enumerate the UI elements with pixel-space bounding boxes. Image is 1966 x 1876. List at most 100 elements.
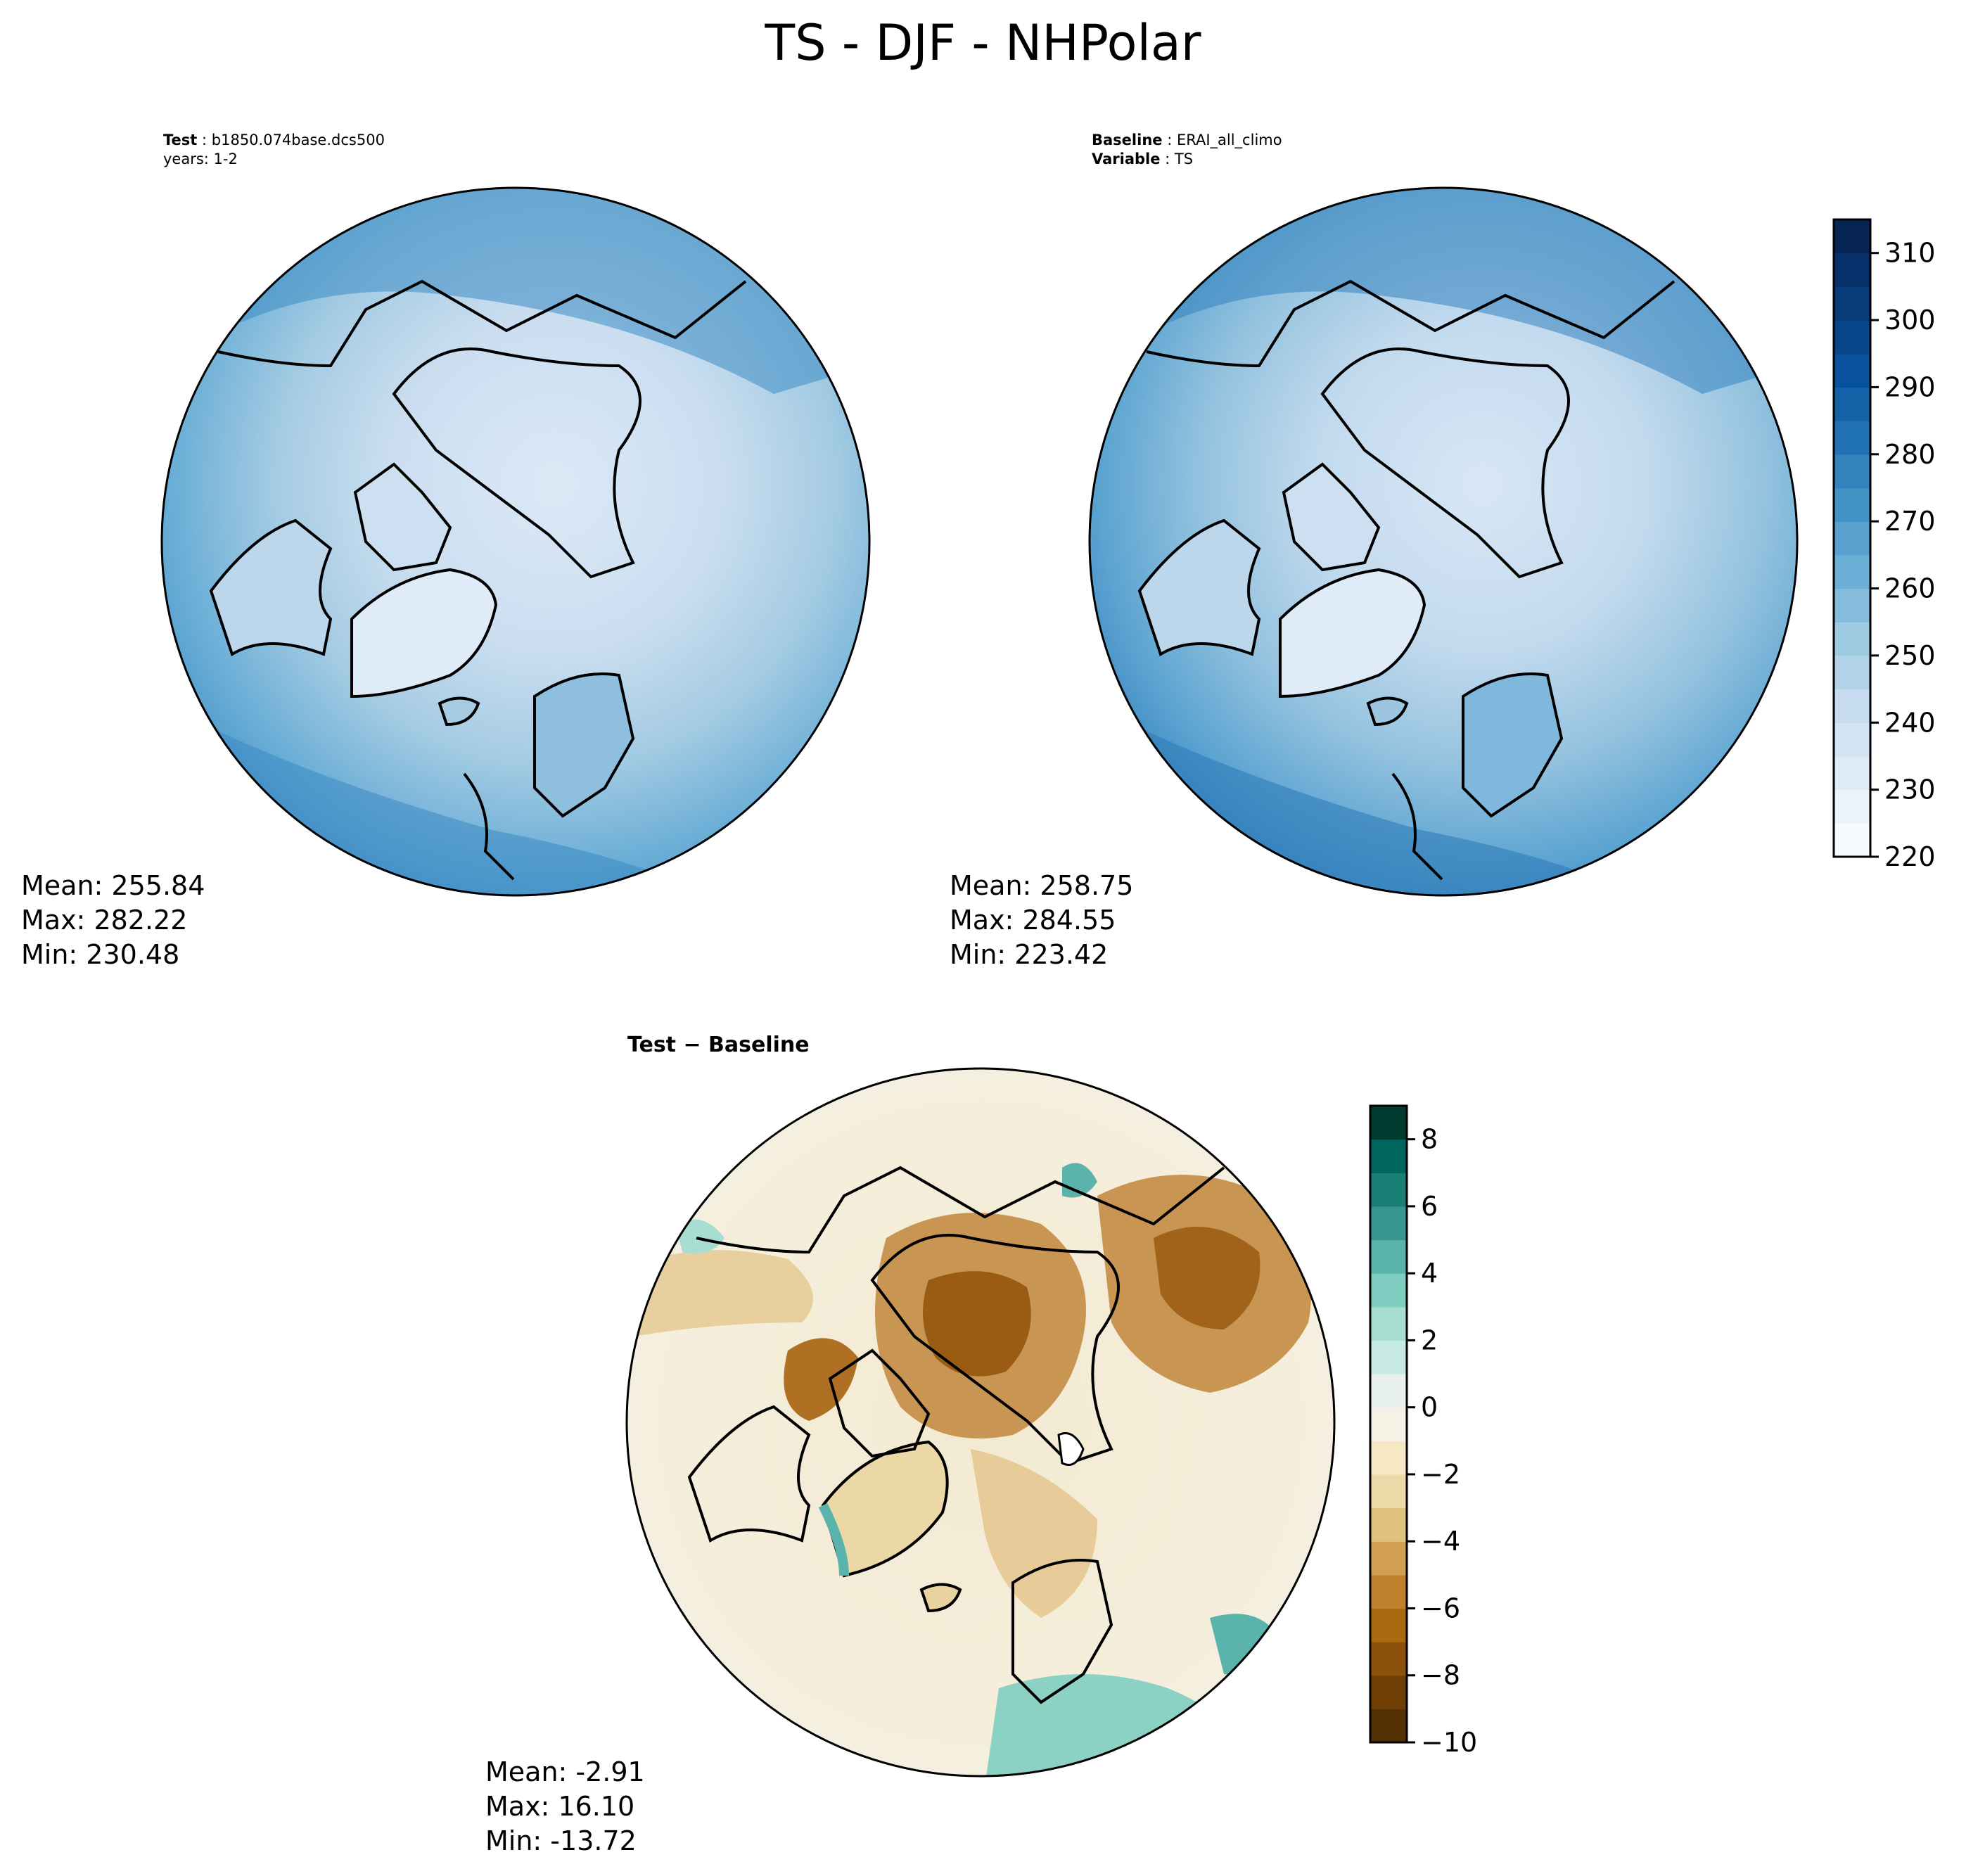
- main-colorbar-segment: [1834, 655, 1870, 690]
- main-colorbar-segment: [1834, 823, 1870, 857]
- main-colorbar-segment: [1834, 421, 1870, 455]
- main-colorbar-tick-label: 240: [1884, 707, 1936, 738]
- diff-arctic-core: [923, 1271, 1031, 1377]
- baseline-uk-coast: [1391, 772, 1443, 881]
- main-colorbar-segment: [1834, 286, 1870, 321]
- baseline-min: Min: 223.42: [950, 939, 1109, 970]
- difference-mean: Mean: -2.91: [485, 1756, 645, 1787]
- main-colorbar-segment: [1834, 689, 1870, 723]
- test-greenland: [350, 568, 498, 698]
- difference-colorbar: 8 6 4 2 0 −2 −4 −6 −8 −10: [1369, 1104, 1477, 1758]
- diff-novaya-zemlya-max: [1057, 1432, 1085, 1466]
- main-colorbar-segment: [1834, 219, 1870, 254]
- main-colorbar-segment: [1834, 353, 1870, 388]
- main-colorbar-tick-label: 280: [1884, 439, 1936, 470]
- difference-colorbar-segment: [1370, 1407, 1407, 1441]
- difference-colorbar-segment: [1370, 1306, 1407, 1341]
- diff-siberia-coast: [870, 1234, 1120, 1465]
- difference-colorbar-segment: [1370, 1507, 1407, 1542]
- baseline-greenland: [1279, 568, 1426, 698]
- main-colorbar-border: [1832, 218, 1872, 858]
- difference-min: Min: -13.72: [485, 1825, 637, 1856]
- test-label: Test: [163, 132, 198, 148]
- difference-colorbar-segment: [1370, 1474, 1407, 1509]
- test-uk-coast: [463, 772, 515, 881]
- difference-colorbar-segment: [1370, 1441, 1407, 1475]
- main-colorbar-tick-label: 270: [1884, 506, 1936, 537]
- test-header-line1: Test : b1850.074base.dcs500: [163, 132, 385, 148]
- baseline-label: Baseline: [1092, 132, 1163, 148]
- baseline-max: Max: 284.55: [950, 905, 1116, 936]
- diff-iceland: [919, 1583, 962, 1613]
- main-colorbar-segment: [1834, 588, 1870, 623]
- diff-north-america-coast: [687, 1405, 811, 1543]
- baseline-north-america: [1137, 518, 1261, 656]
- main-colorbar-segment: [1834, 554, 1870, 589]
- diff-pacific-coast: [696, 1166, 1225, 1254]
- difference-colorbar-segment: [1370, 1374, 1407, 1408]
- main-colorbar-tick-label: 250: [1884, 640, 1936, 671]
- diff-siberia-core: [1154, 1227, 1260, 1329]
- main-colorbar-segment: [1834, 789, 1870, 824]
- baseline-stats: Mean: 258.75 Max: 284.55 Min: 223.42: [950, 869, 1133, 972]
- difference-colorbar-border: [1369, 1104, 1408, 1744]
- test-min: Min: 230.48: [21, 939, 180, 970]
- baseline-header-line1: Baseline : ERAI_all_climo: [1092, 132, 1282, 148]
- main-colorbar-segment: [1834, 521, 1870, 556]
- difference-colorbar-tick-label: 4: [1421, 1258, 1438, 1289]
- test-pacific-coast: [217, 279, 747, 368]
- difference-colorbar-tick-label: 8: [1421, 1124, 1438, 1155]
- difference-title: Test − Baseline: [627, 1033, 810, 1057]
- main-colorbar-tick-label: 260: [1884, 573, 1936, 604]
- baseline-header-line2: Variable : TS: [1092, 151, 1194, 167]
- figure-title: TS - DJF - NHPolar: [765, 14, 1201, 72]
- difference-colorbar-segment: [1370, 1608, 1407, 1642]
- main-colorbar-segment: [1834, 487, 1870, 522]
- diff-pacific-tan: [633, 1250, 813, 1336]
- difference-colorbar-tick-label: −2: [1421, 1459, 1460, 1490]
- difference-colorbar-tick-label: 2: [1421, 1325, 1438, 1355]
- difference-colorbar-segment: [1370, 1574, 1407, 1609]
- main-colorbar-tick-label: 230: [1884, 774, 1936, 805]
- main-colorbar-segment: [1834, 454, 1870, 489]
- baseline-pacific-coast: [1146, 279, 1675, 368]
- difference-colorbar-segment: [1370, 1642, 1407, 1676]
- difference-colorbar-tick-label: −4: [1421, 1526, 1460, 1557]
- difference-colorbar-segment: [1370, 1239, 1407, 1274]
- difference-colorbar-tick-label: 0: [1421, 1392, 1438, 1423]
- difference-colorbar-segment: [1370, 1675, 1407, 1709]
- main-colorbar-tick-label: 290: [1884, 371, 1936, 402]
- difference-colorbar-tick-label: −10: [1421, 1727, 1477, 1758]
- diff-scandinavia-coast: [1011, 1559, 1113, 1704]
- test-years: years: 1-2: [163, 151, 238, 167]
- main-colorbar-tick-label: 220: [1884, 841, 1936, 872]
- main-colorbar-segment: [1834, 755, 1870, 791]
- baseline-archipelago: [1282, 462, 1381, 572]
- main-colorbar-segment: [1834, 253, 1870, 287]
- difference-colorbar-segment: [1370, 1273, 1407, 1308]
- baseline-siberia-coast: [1320, 347, 1570, 579]
- test-max: Max: 282.22: [21, 905, 188, 936]
- baseline-iceland: [1366, 696, 1409, 727]
- baseline-case-name: ERAI_all_climo: [1176, 132, 1282, 148]
- difference-colorbar-segment: [1370, 1541, 1407, 1576]
- test-map: [160, 186, 871, 897]
- test-archipelago: [353, 462, 452, 572]
- test-iceland: [438, 696, 480, 727]
- difference-stats: Mean: -2.91 Max: 16.10 Min: -13.72: [485, 1755, 645, 1858]
- difference-map-border: [625, 1067, 1336, 1778]
- diff-atlantic-positive: [985, 1674, 1266, 1776]
- test-scandinavia: [533, 672, 635, 818]
- main-colorbar-segment: [1834, 722, 1870, 757]
- variable-name: TS: [1174, 151, 1194, 167]
- difference-colorbar-segment: [1370, 1139, 1407, 1173]
- main-colorbar-tick-label: 310: [1884, 238, 1936, 269]
- difference-colorbar-segment: [1370, 1106, 1407, 1140]
- baseline-map-border: [1088, 186, 1799, 897]
- difference-map: [625, 1067, 1336, 1778]
- diff-greenland: [821, 1440, 949, 1578]
- difference-colorbar-tick-label: −8: [1421, 1660, 1460, 1691]
- difference-max: Max: 16.10: [485, 1791, 635, 1822]
- difference-colorbar-segment: [1370, 1709, 1407, 1743]
